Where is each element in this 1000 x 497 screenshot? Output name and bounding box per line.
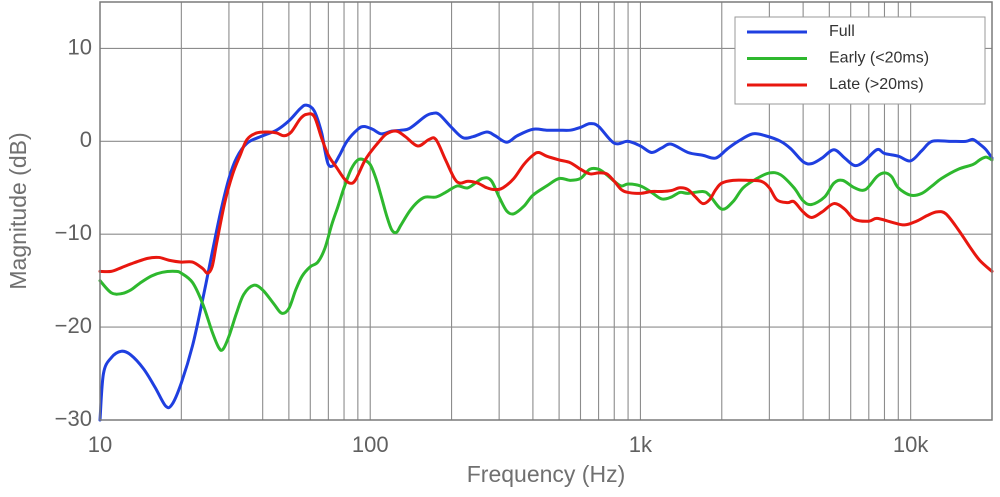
legend: Full Early (<20ms) Late (>20ms) (734, 16, 986, 105)
legend-label: Early (<20ms) (829, 50, 929, 67)
plot-frame (99, 1, 993, 421)
x-tick-labels: 10 100 1k 10k (88, 432, 930, 457)
x-tick-label: 100 (352, 432, 389, 457)
series-lines (98, 103, 994, 422)
y-tick-label: −10 (55, 220, 92, 245)
x-axis-title: Frequency (Hz) (467, 461, 625, 487)
grid (100, 2, 992, 420)
y-tick-label: −30 (55, 406, 92, 431)
y-tick-label: 0 (80, 127, 92, 152)
y-axis-title: Magnitude (dB) (5, 132, 31, 289)
y-tick-label: −20 (55, 313, 92, 338)
x-tick-label: 10k (893, 432, 929, 457)
x-tick-label: 1k (629, 432, 653, 457)
x-tick-label: 10 (88, 432, 112, 457)
legend-label: Late (>20ms) (829, 76, 924, 93)
series-line-1 (98, 155, 994, 352)
y-tick-label: 10 (68, 34, 92, 59)
series-line-0 (98, 103, 994, 422)
legend-label: Full (829, 23, 855, 40)
series-line-2 (98, 112, 994, 275)
y-tick-labels: 10 0 −10 −20 −30 (55, 34, 92, 431)
